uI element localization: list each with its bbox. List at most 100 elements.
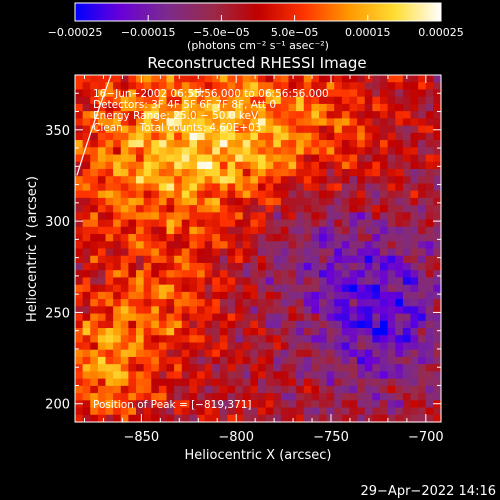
heatmap-cell bbox=[158, 241, 168, 250]
heatmap-cell bbox=[280, 82, 290, 91]
heatmap-cell bbox=[364, 306, 373, 315]
heatmap-cell bbox=[97, 385, 107, 394]
heatmap-cell bbox=[364, 176, 373, 185]
heatmap-cell bbox=[311, 226, 320, 235]
heatmap-cell bbox=[181, 197, 190, 206]
heatmap-cell bbox=[143, 320, 152, 329]
heatmap-cell bbox=[418, 356, 427, 365]
heatmap-cell bbox=[334, 400, 343, 409]
heatmap-cell bbox=[280, 364, 290, 372]
heatmap-cell bbox=[128, 82, 137, 91]
heatmap-cell bbox=[158, 284, 168, 293]
heatmap-cell bbox=[296, 393, 305, 401]
heatmap-cell bbox=[433, 407, 442, 416]
heatmap-cell bbox=[90, 364, 99, 372]
heatmap-cell bbox=[166, 299, 175, 307]
heatmap-cell bbox=[273, 335, 282, 344]
heatmap-cell bbox=[395, 205, 404, 213]
heatmap-cell bbox=[265, 414, 274, 423]
heatmap-cell bbox=[349, 154, 358, 163]
heatmap-cell bbox=[82, 313, 91, 322]
heatmap-cell bbox=[364, 328, 373, 336]
heatmap-cell bbox=[75, 154, 84, 163]
heatmap-cell bbox=[311, 356, 320, 365]
heatmap-cell bbox=[197, 183, 206, 192]
heatmap-cell bbox=[120, 335, 129, 344]
heatmap-cell bbox=[341, 262, 351, 271]
heatmap-cell bbox=[258, 400, 267, 409]
heatmap-cell bbox=[433, 378, 442, 387]
heatmap-cell bbox=[258, 306, 267, 315]
heatmap-cell bbox=[273, 385, 282, 394]
heatmap-cell bbox=[204, 118, 213, 127]
heatmap-cell bbox=[265, 125, 274, 134]
heatmap-cell bbox=[227, 393, 236, 401]
heatmap-cell bbox=[357, 132, 366, 141]
heatmap-cell bbox=[395, 262, 404, 271]
heatmap-cell bbox=[258, 140, 267, 148]
heatmap-cell bbox=[410, 407, 419, 416]
heatmap-cell bbox=[418, 284, 427, 293]
heatmap-cell bbox=[303, 400, 312, 409]
heatmap-cell bbox=[303, 262, 312, 271]
heatmap-cell bbox=[372, 248, 381, 257]
heatmap-cell bbox=[166, 400, 175, 409]
heatmap-cell bbox=[273, 356, 282, 365]
heatmap-cell bbox=[349, 335, 358, 344]
heatmap-cell bbox=[90, 342, 99, 351]
heatmap-cell bbox=[326, 248, 335, 257]
heatmap-cell bbox=[113, 255, 122, 264]
heatmap-cell bbox=[372, 241, 381, 250]
x-tick-label: −800 bbox=[218, 430, 254, 445]
heatmap-cell bbox=[151, 400, 160, 409]
heatmap-cell bbox=[97, 371, 107, 380]
heatmap-cell bbox=[395, 356, 404, 365]
heatmap-cell bbox=[235, 414, 244, 423]
heatmap-cell bbox=[311, 313, 320, 322]
heatmap-cell bbox=[380, 255, 389, 264]
heatmap-cell bbox=[280, 219, 290, 228]
heatmap-cell bbox=[128, 241, 137, 250]
heatmap-cell bbox=[402, 313, 412, 322]
heatmap-cell bbox=[227, 125, 236, 134]
heatmap-cell bbox=[212, 393, 221, 401]
heatmap-cell bbox=[425, 125, 434, 134]
heatmap-cell bbox=[258, 176, 267, 185]
heatmap-cell bbox=[143, 82, 152, 91]
heatmap-cell bbox=[349, 75, 358, 83]
heatmap-cell bbox=[250, 284, 259, 293]
heatmap-cell bbox=[158, 262, 168, 271]
heatmap-cell bbox=[113, 226, 122, 235]
heatmap-cell bbox=[265, 335, 274, 344]
heatmap-cell bbox=[151, 248, 160, 257]
heatmap-cell bbox=[372, 284, 381, 293]
heatmap-cell bbox=[357, 328, 366, 336]
heatmap-cell bbox=[425, 299, 434, 307]
heatmap-cell bbox=[197, 248, 206, 257]
heatmap-cell bbox=[418, 400, 427, 409]
heatmap-cell bbox=[357, 356, 366, 365]
heatmap-cell bbox=[128, 356, 137, 365]
heatmap-cell bbox=[296, 212, 305, 221]
heatmap-cell bbox=[395, 414, 404, 423]
heatmap-cell bbox=[319, 190, 328, 199]
heatmap-cell bbox=[136, 219, 145, 228]
heatmap-cell bbox=[311, 75, 320, 83]
heatmap-cell bbox=[319, 349, 328, 358]
heatmap-cell bbox=[189, 313, 198, 322]
heatmap-cell bbox=[265, 212, 274, 221]
heatmap-cell bbox=[166, 161, 175, 170]
heatmap-cell bbox=[311, 168, 320, 177]
heatmap-cell bbox=[105, 393, 114, 401]
heatmap-cell bbox=[273, 154, 282, 163]
heatmap-cell bbox=[258, 349, 267, 358]
heatmap-cell bbox=[128, 328, 137, 336]
heatmap-cell bbox=[250, 291, 259, 300]
heatmap-cell bbox=[296, 75, 305, 83]
heatmap-cell bbox=[235, 299, 244, 307]
heatmap-cell bbox=[197, 118, 206, 127]
heatmap-cell bbox=[311, 190, 320, 199]
heatmap-cell bbox=[250, 190, 259, 199]
heatmap-cell bbox=[227, 197, 236, 206]
heatmap-cell bbox=[166, 226, 175, 235]
